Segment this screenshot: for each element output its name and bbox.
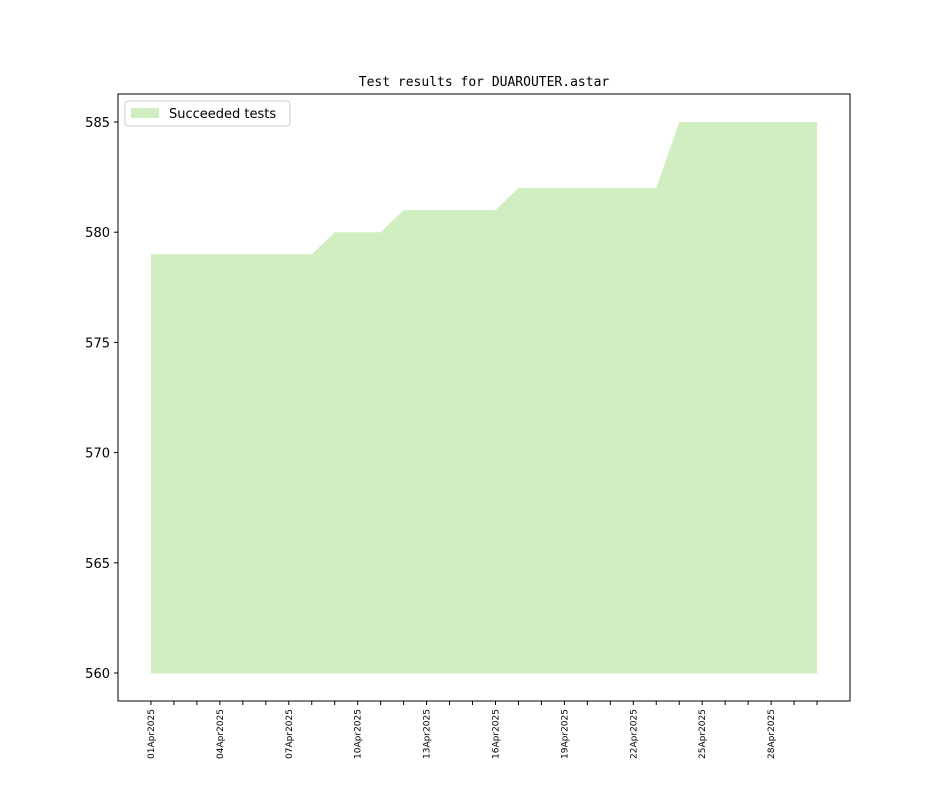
- y-tick-label: 580: [85, 226, 110, 241]
- x-tick-label: 16Apr2025: [491, 709, 501, 759]
- legend: Succeeded tests: [124, 100, 291, 127]
- x-tick-label: 28Apr2025: [767, 709, 777, 759]
- x-tick-label: 19Apr2025: [560, 709, 570, 759]
- y-tick-label: 570: [85, 447, 110, 462]
- area: [150, 121, 818, 674]
- x-tick-label: 01Apr2025: [147, 709, 157, 759]
- legend-label: Succeeded tests: [169, 107, 276, 122]
- x-tick-label: 04Apr2025: [216, 709, 226, 759]
- x-tick-label: 22Apr2025: [629, 709, 639, 759]
- x-tick-label: 10Apr2025: [354, 709, 364, 759]
- legend-swatch: [131, 108, 159, 118]
- x-tick-label: 25Apr2025: [698, 709, 708, 759]
- plot-frame: [117, 93, 851, 702]
- y-tick-label: 575: [85, 336, 110, 351]
- chart-title: Test results for DUAROUTER.astar: [359, 75, 610, 90]
- y-tick-label: 585: [85, 116, 110, 131]
- x-tick-label: 07Apr2025: [285, 709, 295, 759]
- y-tick-label: 565: [85, 557, 110, 572]
- y-tick-label: 560: [85, 667, 110, 682]
- x-tick-label: 13Apr2025: [423, 709, 433, 759]
- legend-frame: [124, 100, 291, 127]
